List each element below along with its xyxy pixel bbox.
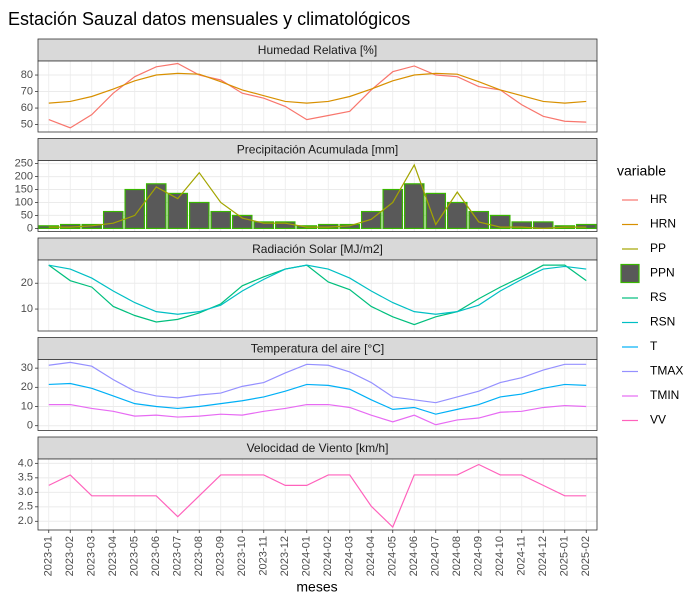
x-tick-label: 2024-08 [451,536,463,576]
y-tick-label: 60 [21,102,33,114]
legend-label: RS [650,290,667,304]
x-tick-label: 2023-04 [107,536,119,576]
x-tick-label: 2025-02 [580,536,592,576]
x-tick-label: 2023-09 [215,536,227,576]
panel-background [38,61,597,132]
bar [575,223,597,229]
panel-background [38,260,597,331]
y-tick-label: 20 [21,277,33,289]
y-tick-label: 0 [27,420,33,432]
line [48,62,587,129]
y-tick-label: 80 [21,69,33,81]
facet-title: Velocidad de Viento [km/h] [247,441,389,455]
panel-border [37,359,598,431]
x-tick-label: 2023-12 [279,536,291,576]
bar [102,210,124,229]
x-tick-label: 2023-05 [129,536,141,576]
bar [511,221,533,229]
x-tick-label: 2023-06 [150,536,162,576]
panel-border [37,60,598,133]
bar [403,183,425,229]
panel-border [37,458,598,531]
legend-label: TMAX [650,364,683,378]
bar [167,192,189,229]
x-tick-label: 2023-10 [236,536,248,576]
line [48,382,587,415]
x-tick-label: 2024-02 [322,536,334,576]
chart-title: Estación Sauzal datos mensuales y climat… [8,9,410,29]
x-tick-label: 2024-01 [301,536,313,576]
legend-label: HRN [650,217,676,231]
x-tick-label: 2024-07 [430,536,442,576]
bar [124,188,146,229]
bar [145,183,167,229]
y-tick-label: 100 [15,196,33,208]
bar [188,201,210,229]
x-tick-label: 2024-06 [408,536,420,576]
legend-label: RSN [650,315,675,329]
y-tick-label: 20 [21,381,33,393]
panel-background [38,359,597,431]
facet-title: Humedad Relativa [%] [258,43,377,57]
y-tick-label: 3.0 [18,486,33,498]
x-tick-label: 2024-12 [537,536,549,576]
y-tick-label: 250 [15,158,33,170]
y-tick-label: 200 [15,170,33,182]
legend-label: PPN [650,266,675,280]
facet-title: Radiación Solar [MJ/m2] [252,242,383,256]
legend-label: VV [650,413,666,427]
legend-title: variable [617,163,666,179]
x-tick-label: 2024-04 [365,536,377,576]
panel-border [37,259,598,332]
y-tick-label: 10 [21,303,33,315]
x-tick-label: 2024-09 [473,536,485,576]
x-tick-label: 2024-11 [516,536,528,576]
panel-background [38,459,597,530]
x-tick-label: 2023-03 [86,536,98,576]
x-tick-label: 2023-07 [172,536,184,576]
line [48,72,587,104]
y-tick-label: 150 [15,183,33,195]
legend-label: TMIN [650,388,679,402]
facet-title: Precipitación Acumulada [mm] [237,143,398,157]
x-tick-label: 2024-05 [387,536,399,576]
y-tick-label: 30 [21,362,33,374]
y-tick-label: 50 [21,118,33,130]
x-tick-label: 2023-01 [43,536,55,576]
line [48,403,587,426]
facet-title: Temperatura del aire [°C] [251,342,385,356]
x-tick-label: 2023-08 [193,536,205,576]
line [48,463,587,529]
line [48,361,587,404]
legend-label: PP [650,241,666,255]
line [48,264,587,326]
line [48,264,587,315]
x-tick-label: 2023-11 [258,536,270,576]
bar [382,188,404,229]
y-tick-label: 50 [21,209,33,221]
bar [210,210,232,229]
bar [446,201,468,229]
bar [253,221,275,229]
x-tick-label: 2024-10 [494,536,506,576]
y-tick-label: 2.5 [18,501,33,513]
y-tick-label: 70 [21,85,33,97]
x-axis-title: meses [296,579,337,595]
bar [489,214,511,229]
line [48,163,587,229]
legend-label: HR [650,192,668,206]
x-tick-label: 2023-02 [64,536,76,576]
bar [468,210,490,229]
y-tick-label: 4.0 [18,457,33,469]
y-tick-label: 2.0 [18,515,33,527]
x-tick-label: 2025-01 [559,536,571,576]
legend-key [620,263,640,284]
panel-border [37,160,598,232]
y-tick-label: 3.5 [18,472,33,484]
x-tick-label: 2024-03 [344,536,356,576]
y-tick-label: 0 [27,222,33,234]
y-tick-label: 10 [21,400,33,412]
legend-label: T [650,339,658,353]
